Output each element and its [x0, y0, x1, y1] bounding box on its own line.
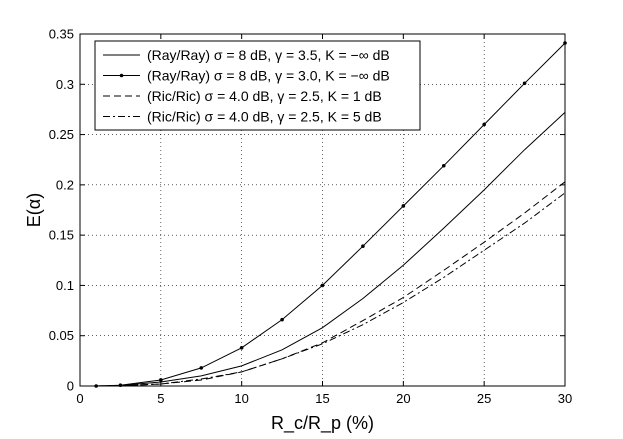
y-axis-label: E(α) [24, 193, 44, 227]
y-tick-label: 0.15 [49, 228, 74, 243]
legend-item: (Ric/Ric) σ = 4.0 dB, γ = 2.5, K = 5 dB [103, 109, 382, 125]
y-tick-label: 0.25 [49, 127, 74, 142]
legend-label: (Ray/Ray) σ = 8 dB, γ = 3.0, K = −∞ dB [147, 68, 390, 84]
series-line [96, 181, 566, 387]
y-tick-label: 0.1 [56, 278, 74, 293]
series-marker [361, 244, 365, 249]
y-tick-label: 0.35 [49, 27, 74, 42]
series-marker [159, 378, 163, 382]
y-tick-label: 0.05 [49, 328, 74, 343]
y-tick-label: 0 [67, 379, 74, 394]
series-marker [441, 163, 446, 168]
series-marker [522, 81, 527, 86]
y-tick-label: 0.2 [56, 177, 74, 192]
series-marker [199, 366, 204, 370]
x-tick-label: 20 [396, 391, 410, 406]
legend-marker [119, 73, 124, 78]
series-marker [320, 283, 325, 288]
x-tick-label: 25 [477, 391, 491, 406]
x-tick-label: 0 [76, 391, 83, 406]
ticks: 0 5 10 15 20 25 30 0 0.05 0.1 0.15 0.2 0.25 0.3 0.35 [49, 27, 573, 407]
legend-item: (Ric/Ric) σ = 4.0 dB, γ = 2.5, K = 1 dB [103, 88, 382, 104]
legend-label: (Ray/Ray) σ = 8 dB, γ = 3.5, K = −∞ dB [147, 47, 390, 63]
legend: (Ray/Ray) σ = 8 dB, γ = 3.5, K = −∞ dB (R… [94, 40, 421, 131]
x-axis-label: R_c/R_p (%) [271, 413, 374, 434]
x-tick-label: 30 [558, 391, 572, 406]
legend-item: (Ray/Ray) σ = 8 dB, γ = 3.5, K = −∞ dB [103, 47, 390, 63]
series-marker [482, 122, 486, 127]
legend-label: (Ric/Ric) σ = 4.0 dB, γ = 2.5, K = 1 dB [147, 88, 382, 104]
x-tick-label: 5 [157, 391, 164, 406]
x-tick-label: 10 [234, 391, 248, 406]
series-marker [280, 317, 284, 322]
series-marker [401, 204, 406, 208]
series-marker [239, 345, 244, 350]
x-tick-label: 15 [315, 391, 329, 406]
series-2 [94, 41, 567, 388]
series-3 [96, 181, 566, 387]
legend-label: (Ric/Ric) σ = 4.0 dB, γ = 2.5, K = 5 dB [147, 109, 382, 125]
legend-item: (Ray/Ray) σ = 8 dB, γ = 3.0, K = −∞ dB [103, 68, 390, 84]
y-tick-label: 0.3 [56, 77, 74, 92]
legend-box [94, 40, 421, 131]
